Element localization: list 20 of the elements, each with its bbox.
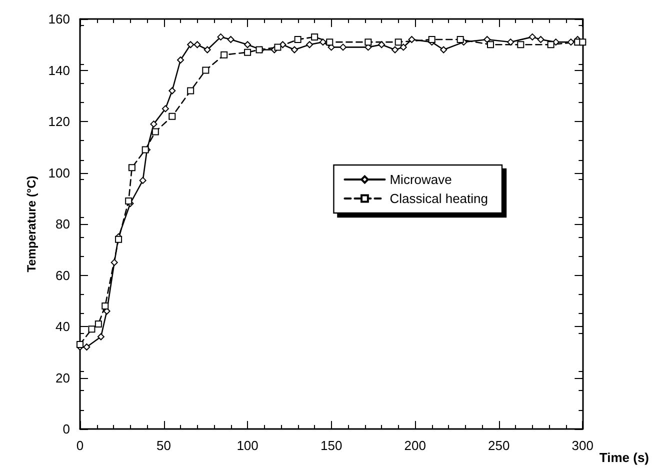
- y-tick-label: 80: [56, 216, 70, 232]
- y-tick-label: 60: [56, 268, 70, 283]
- x-tick-label: 0: [76, 438, 84, 453]
- y-tick-label: 120: [48, 114, 70, 129]
- x-tick-label: 300: [572, 438, 594, 453]
- x-tick-label: 200: [404, 438, 426, 453]
- y-tick-label: 40: [56, 319, 70, 334]
- x-tick-label: 150: [320, 438, 342, 453]
- y-tick-label: 160: [48, 12, 70, 26]
- x-tick-label: 50: [156, 438, 172, 453]
- x-axis-title: Time (s): [599, 450, 649, 465]
- y-tick-label: 100: [48, 165, 70, 180]
- y-axis-title: Temperature (°C): [24, 176, 38, 272]
- x-tick-label: 250: [488, 438, 510, 453]
- y-tick-label: 140: [48, 62, 70, 78]
- y-tick-label: 0: [62, 422, 70, 436]
- legend-label: Microwave: [390, 172, 452, 187]
- x-tick-label: 100: [236, 438, 258, 453]
- y-tick-label: 20: [56, 370, 70, 386]
- legend-label: Classical heating: [390, 191, 488, 206]
